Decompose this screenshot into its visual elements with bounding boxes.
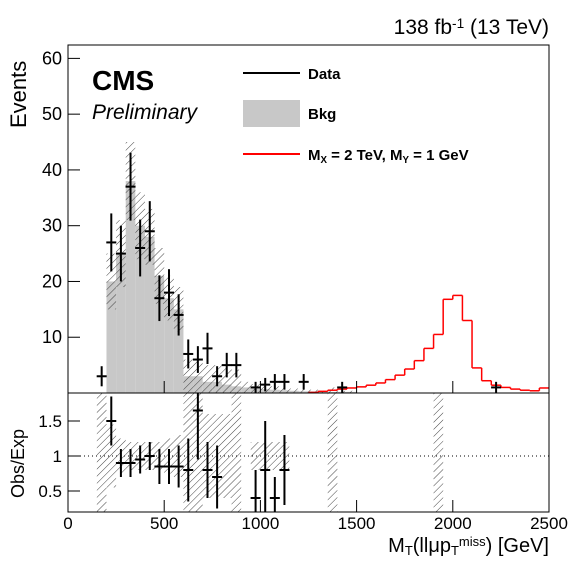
subscript: T	[405, 543, 413, 558]
x-tick-label: 500	[150, 514, 178, 533]
ratio-uncertainty	[327, 393, 338, 512]
experiment-label: CMS	[92, 65, 154, 96]
superscript: miss	[459, 534, 486, 549]
axes: 10 20 30 40 50 60 0.5 1 1.5 0 500 1000 1500 2000 2500	[38, 48, 568, 533]
bkg-uncertainty	[231, 369, 242, 393]
ratio-frame	[67, 392, 550, 513]
y-tick-label: 30	[42, 216, 62, 236]
bkg-bar	[173, 309, 184, 393]
bkg-uncertainty	[183, 359, 194, 393]
subscript: Y	[402, 155, 409, 166]
y-tick-label: 50	[42, 104, 62, 124]
x-tick-label: 0	[63, 514, 72, 533]
subscript: X	[321, 155, 328, 166]
ratio-uncertainty	[270, 442, 280, 470]
ratio-plot	[68, 393, 549, 512]
text-part: = 2 TeV, M	[327, 147, 402, 164]
text-part: M	[388, 535, 405, 557]
y-tick-label: 0.5	[38, 482, 62, 501]
text-part: ) [GeV]	[486, 535, 549, 557]
y-tick-label: 1.5	[38, 412, 62, 431]
text-part: = 1 GeV	[409, 147, 469, 164]
y-tick-label: 60	[42, 48, 62, 68]
status-label: Preliminary	[92, 101, 199, 124]
text-part: M	[308, 147, 321, 164]
bkg-bar	[154, 275, 165, 393]
subscript: T	[451, 543, 459, 558]
legend-label: MX = 2 TeV, MY = 1 GeV	[308, 147, 469, 166]
bkg-uncertainty	[289, 388, 299, 393]
y-tick-label: 20	[42, 271, 62, 291]
ratio-uncertainty	[221, 414, 232, 498]
text-part: (13 TeV)	[464, 16, 549, 39]
bkg-uncertainty	[241, 381, 251, 393]
legend-bkg-swatch	[243, 100, 300, 127]
legend-label: Bkg	[308, 106, 336, 123]
x-tick-label: 2500	[530, 514, 568, 533]
legend-label: Data	[308, 66, 341, 83]
y-tick-label: 1	[53, 447, 62, 466]
top-plot	[96, 142, 549, 393]
text-part: (llμp	[413, 535, 451, 557]
bkg-bar	[144, 236, 155, 393]
text-part: 138 fb	[394, 16, 452, 39]
bkg-uncertainty	[346, 390, 357, 393]
bkg-uncertainty	[193, 359, 203, 393]
bkg-uncertainty	[279, 387, 290, 393]
x-tick-label: 1000	[241, 514, 279, 533]
ratio-uncertainty	[106, 424, 117, 488]
ratio-uncertainty	[250, 442, 261, 470]
bkg-bar	[164, 298, 174, 393]
y-axis-label: Events	[6, 61, 31, 128]
x-tick-label: 1500	[338, 514, 376, 533]
bkg-uncertainty	[298, 389, 309, 393]
x-tick-label: 2000	[434, 514, 472, 533]
superscript: -1	[452, 16, 464, 31]
ratio-uncertainty	[231, 393, 242, 512]
bkg-bar	[116, 253, 126, 393]
legend: Data Bkg MX = 2 TeV, MY = 1 GeV	[243, 66, 469, 166]
bkg-bar	[135, 225, 145, 393]
bkg-uncertainty	[221, 367, 232, 393]
ratio-axis-label: Obs/Exp	[8, 429, 28, 498]
ratio-uncertainty	[96, 393, 107, 512]
bkg-bar	[106, 281, 117, 393]
ratio-uncertainty	[433, 393, 444, 512]
x-axis-label: MT(llμpTmiss) [GeV]	[388, 534, 549, 558]
bkg-uncertainty	[308, 389, 319, 393]
lumi-label: 138 fb-1 (13 TeV)	[394, 16, 549, 39]
y-tick-label: 10	[42, 327, 62, 347]
y-tick-label: 40	[42, 160, 62, 180]
bkg-bar	[125, 181, 136, 393]
bkg-uncertainty	[202, 365, 213, 393]
bkg-uncertainty	[106, 253, 117, 310]
